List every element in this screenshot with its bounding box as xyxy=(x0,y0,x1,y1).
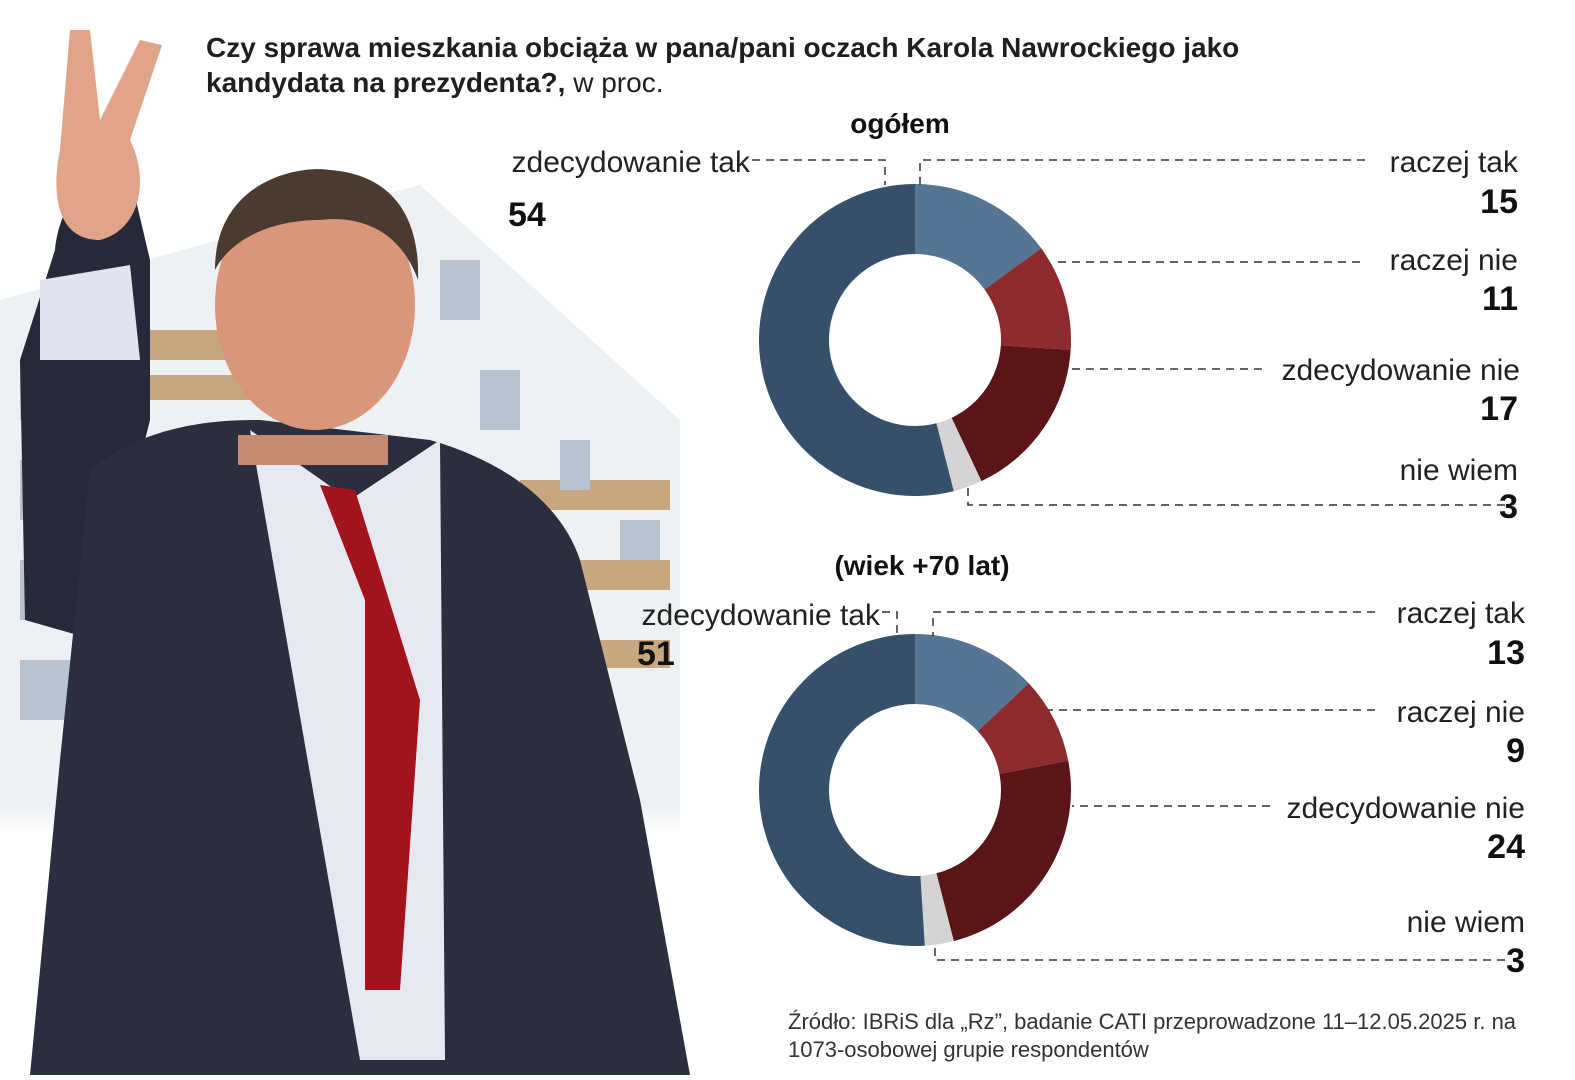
candidate-photo xyxy=(0,30,720,1075)
category-label: zdecydowanie tak xyxy=(512,146,751,179)
category-label: raczej nie xyxy=(1390,244,1518,277)
slice-raczej-nie xyxy=(984,248,1071,350)
value-label: 15 xyxy=(1480,183,1518,221)
category-label: nie wiem xyxy=(1400,454,1518,487)
donut-title: ogółem xyxy=(850,108,950,139)
slice-raczej-nie xyxy=(977,683,1069,774)
slice-zdecydowanie-tak xyxy=(759,634,925,947)
value-label: 24 xyxy=(1487,828,1525,866)
slice-raczej-tak xyxy=(915,634,1029,732)
value-label: 54 xyxy=(508,196,546,234)
leader-line xyxy=(967,488,1505,506)
category-label: raczej tak xyxy=(1397,597,1526,630)
slice-zdecydowanie-nie xyxy=(951,345,1071,482)
slice-raczej-tak xyxy=(915,184,1042,290)
leader-line xyxy=(882,611,898,636)
title-text: Czy sprawa mieszkania obciąża w pana/pan… xyxy=(206,32,1240,98)
donut-chart-1: ogółem zdecydowanie tak 54 raczej tak 15 racz… xyxy=(508,108,1520,526)
category-label: zdecydowanie tak xyxy=(642,599,881,632)
category-label: nie wiem xyxy=(1407,906,1525,939)
leader-line xyxy=(752,159,886,185)
value-label: 11 xyxy=(1482,280,1518,318)
source-note: Źródło: IBRiS dla „Rz”, badanie CATI prz… xyxy=(788,1009,1517,1062)
chart-title: Czy sprawa mieszkania obciąża w pana/pan… xyxy=(206,30,1256,100)
slice-zdecydowanie-tak xyxy=(758,184,954,496)
leader-line xyxy=(934,945,1505,961)
slice-zdecydowanie-nie xyxy=(936,760,1071,942)
value-label: 3 xyxy=(1499,488,1518,526)
person-icon xyxy=(20,30,690,1075)
value-label: 9 xyxy=(1506,732,1525,770)
unit-label: w proc. xyxy=(573,67,664,98)
slice-nie-wiem xyxy=(936,417,982,492)
slice-nie-wiem xyxy=(920,873,954,946)
value-label: 51 xyxy=(637,635,675,673)
category-label: raczej nie xyxy=(1397,696,1525,729)
value-label: 13 xyxy=(1487,634,1525,672)
category-label: zdecydowanie nie xyxy=(1282,354,1521,387)
leader-line xyxy=(919,159,1365,185)
category-label: zdecydowanie nie xyxy=(1287,792,1526,825)
category-label: raczej tak xyxy=(1390,146,1519,179)
value-label: 17 xyxy=(1480,390,1518,428)
leader-line xyxy=(932,611,1375,636)
donut-title: (wiek +70 lat) xyxy=(834,550,1009,581)
value-label: 3 xyxy=(1506,942,1525,980)
